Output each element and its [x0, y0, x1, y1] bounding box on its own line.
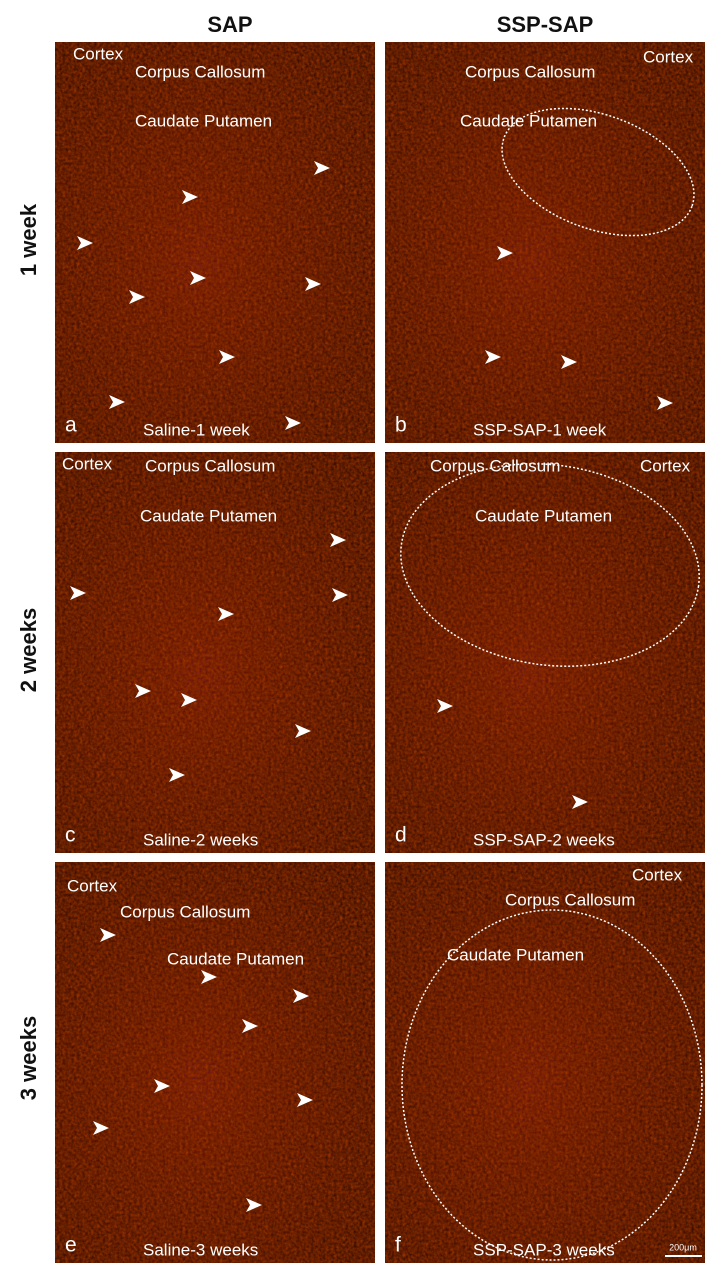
region-label: Corpus Callosum	[135, 62, 265, 81]
micrograph-panel: Cortex Corpus Callosum Caudate Putamen a Sal…	[55, 42, 375, 443]
panel-letter: b	[395, 414, 407, 437]
region-label: Caudate Putamen	[475, 506, 612, 525]
region-label: Corpus Callosum	[505, 890, 635, 909]
micrograph-image	[385, 42, 705, 443]
region-label: Cortex	[632, 865, 683, 884]
region-label: Caudate Putamen	[135, 111, 272, 130]
panel-caption: Saline-1 week	[143, 420, 250, 439]
column-header: SAP	[207, 12, 252, 37]
micrograph-image	[55, 862, 375, 1263]
region-label: Cortex	[67, 876, 118, 895]
scale-bar-label: 200μm	[669, 1242, 697, 1252]
panel-caption: Saline-2 weeks	[143, 830, 258, 849]
panel-letter: d	[395, 824, 407, 847]
micrograph-image	[55, 42, 375, 443]
row-header: 3 weeks	[16, 1016, 41, 1100]
region-label: Cortex	[640, 456, 691, 475]
micrograph-image	[385, 862, 705, 1263]
panel-letter: c	[65, 824, 76, 847]
region-label: Corpus Callosum	[430, 456, 560, 475]
region-label: Corpus Callosum	[465, 62, 595, 81]
micrograph-panel: Cortex Corpus Callosum Caudate Putamen c Sal…	[55, 452, 375, 853]
panel-caption: SSP-SAP-3 weeks	[473, 1240, 615, 1259]
row-header: 2 weeks	[16, 608, 41, 692]
panel-letter: e	[65, 1234, 77, 1257]
micrograph-panel: Corpus Callosum Cortex Caudate Putamen d SSP…	[385, 445, 705, 853]
region-label: Corpus Callosum	[120, 902, 250, 921]
panel-letter: a	[65, 414, 77, 437]
column-header: SSP-SAP	[497, 12, 594, 37]
micrograph-panel: Cortex Corpus Callosum Caudate Putamen f SSP…	[385, 862, 705, 1263]
region-label: Cortex	[62, 454, 113, 473]
panel-caption: Saline-3 weeks	[143, 1240, 258, 1259]
region-label: Cortex	[643, 47, 694, 66]
region-label: Corpus Callosum	[145, 456, 275, 475]
region-label: Caudate Putamen	[167, 949, 304, 968]
panel-caption: SSP-SAP-1 week	[473, 420, 607, 439]
panel-letter: f	[395, 1234, 401, 1257]
region-label: Caudate Putamen	[140, 506, 277, 525]
figure: SAPSSP-SAP1 week2 weeks3 weeksCortexCorp…	[0, 0, 705, 1263]
panel-caption: SSP-SAP-2 weeks	[473, 830, 615, 849]
region-label: Cortex	[73, 44, 124, 63]
region-label: Caudate Putamen	[447, 945, 584, 964]
row-header: 1 week	[16, 203, 41, 276]
micrograph-panel: Corpus Callosum Cortex Caudate Putamen b SSP…	[385, 42, 705, 443]
region-label: Caudate Putamen	[460, 111, 597, 130]
